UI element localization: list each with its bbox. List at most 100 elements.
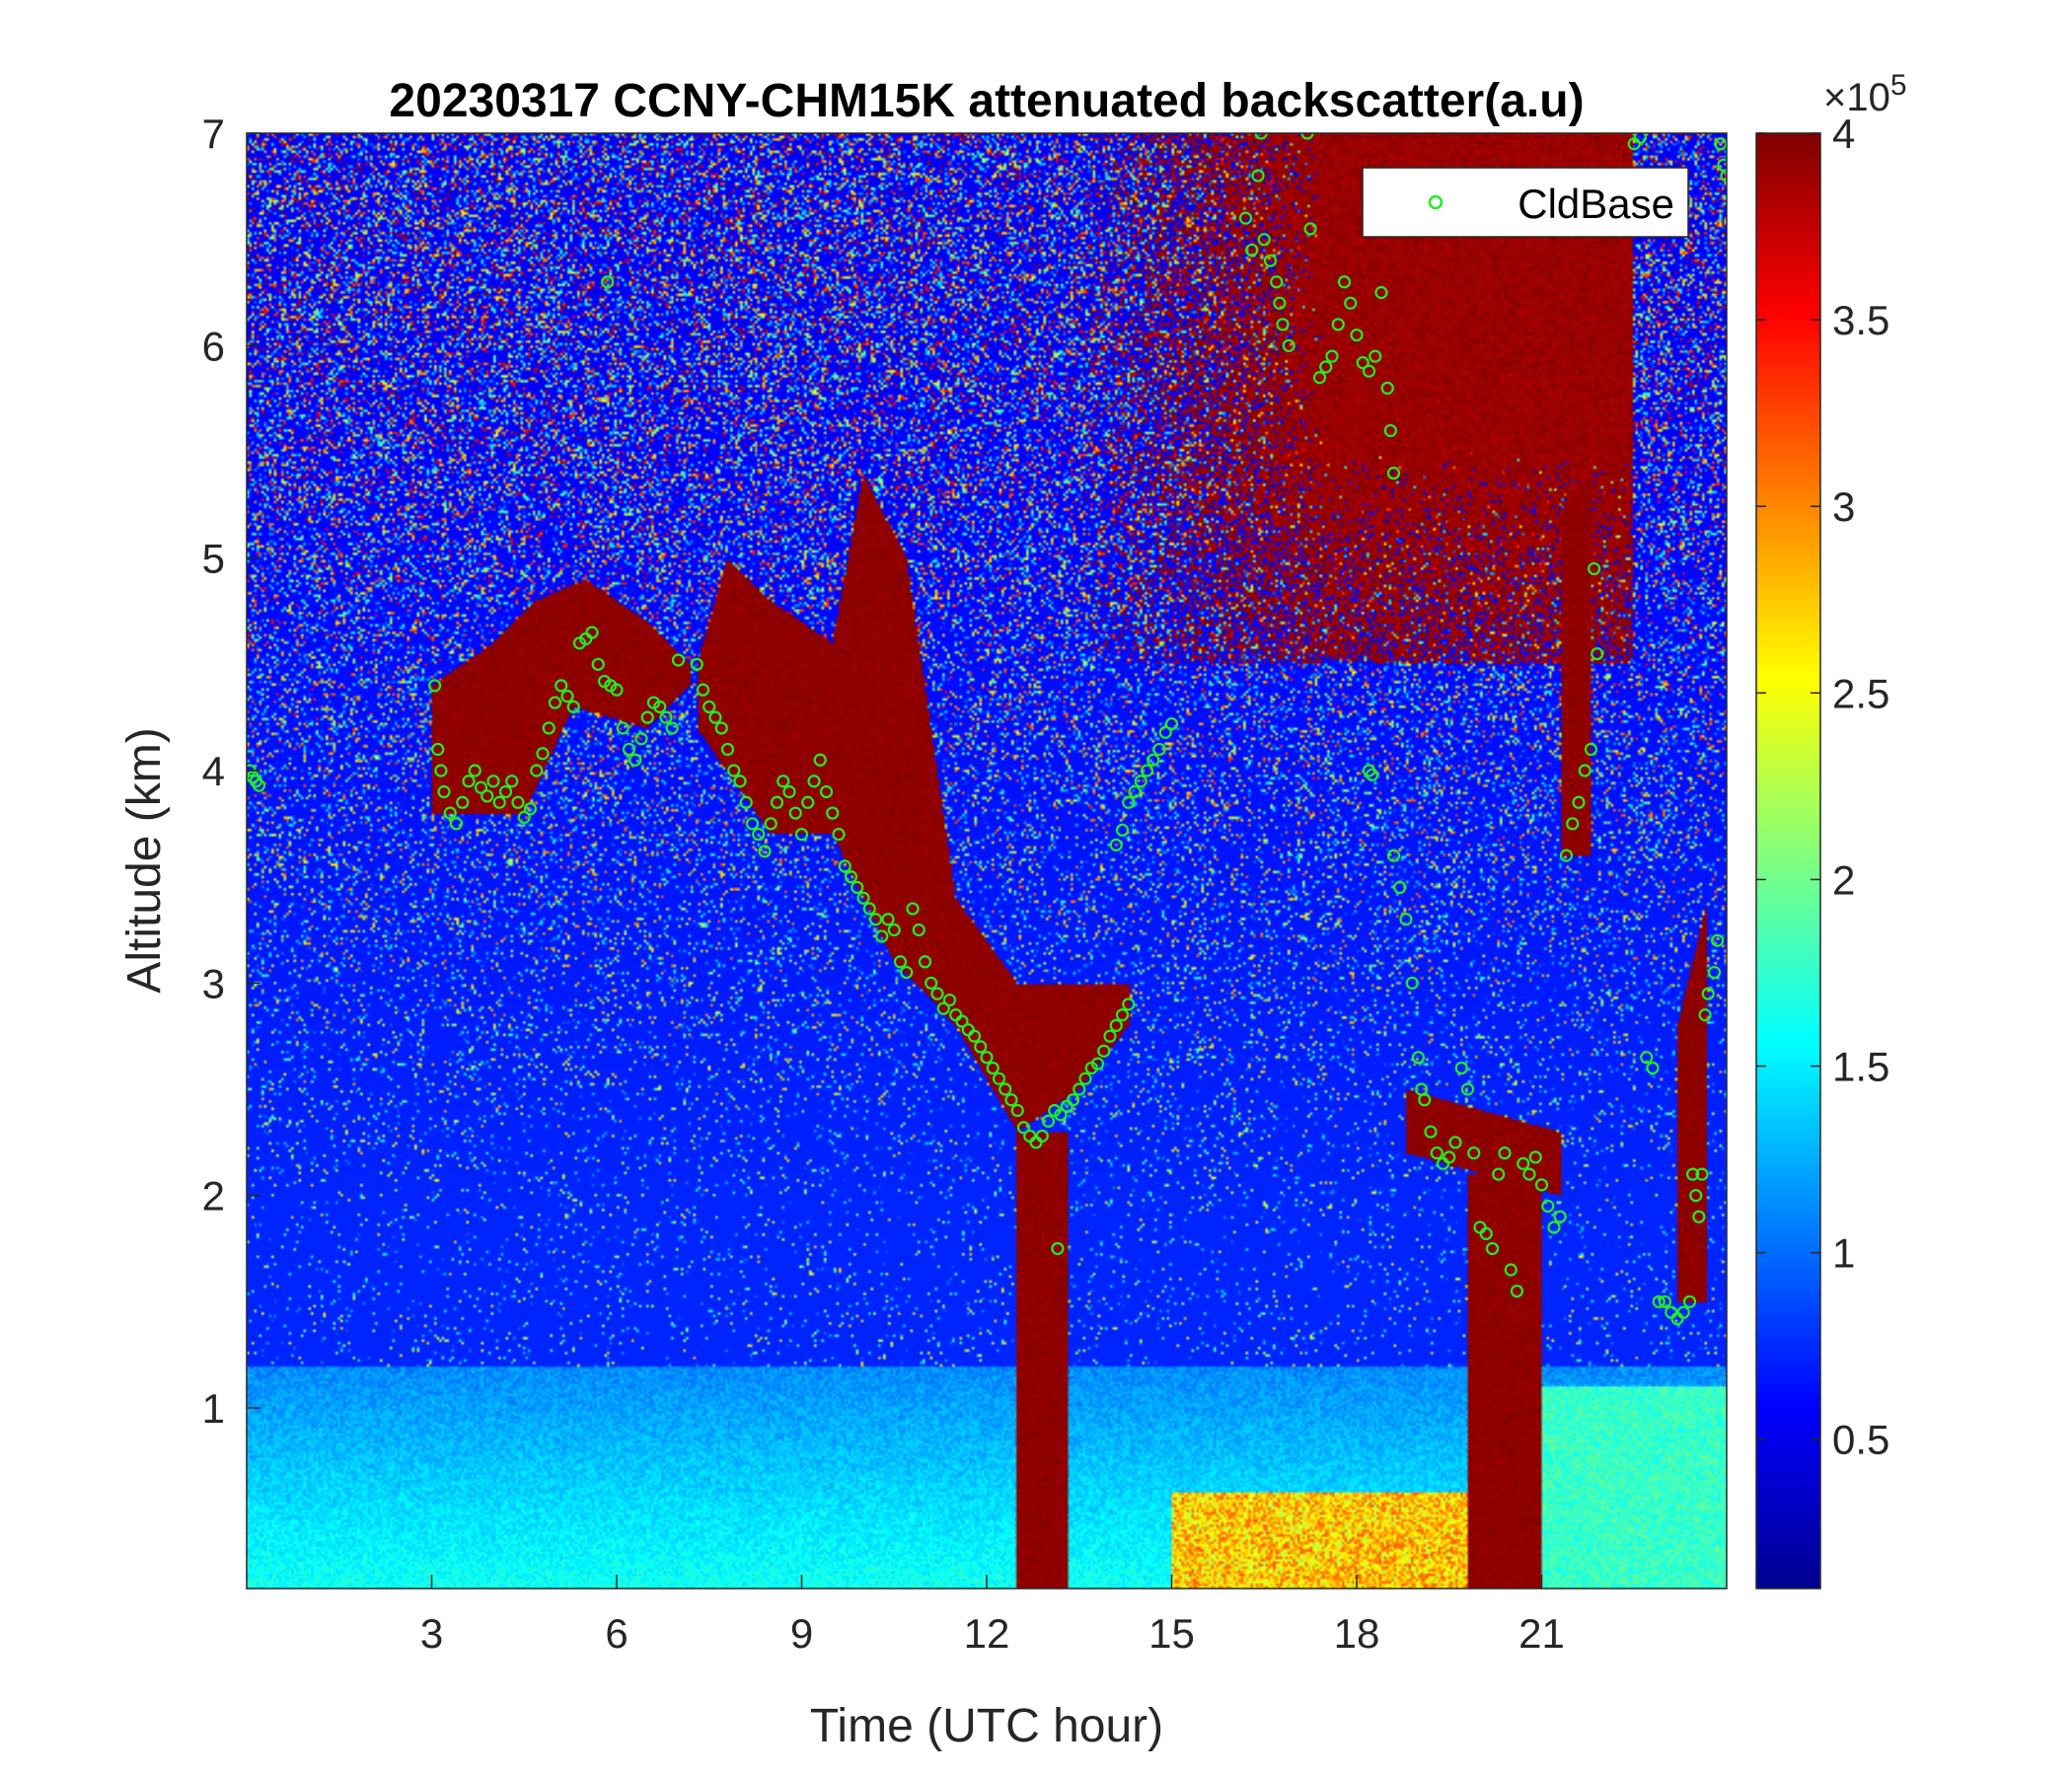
- cldbase-point: [591, 657, 605, 671]
- cldbase-point: [1090, 1057, 1105, 1071]
- cldbase-point: [474, 780, 488, 794]
- cldbase-point: [942, 993, 957, 1007]
- cldbase-point: [906, 902, 920, 916]
- cldbase-point: [1559, 849, 1574, 862]
- cldbase-point: [1115, 1008, 1130, 1022]
- cldbase-point: [1405, 976, 1419, 990]
- cldbase-point: [696, 683, 710, 697]
- cldbase-point: [653, 700, 667, 713]
- cldbase-point: [492, 795, 506, 809]
- x-tick-label: 3: [420, 1610, 443, 1657]
- cldbase-point: [1676, 1305, 1690, 1319]
- cldbase-point: [434, 764, 448, 777]
- colorbar-exponent-power: 5: [1890, 69, 1907, 102]
- cldbase-point: [690, 657, 703, 671]
- cldbase-point: [1658, 1295, 1672, 1308]
- cldbase-point: [566, 700, 580, 713]
- cldbase-point: [1682, 1295, 1697, 1308]
- cldbase-point: [1689, 1189, 1703, 1203]
- colorbar-tick-label: 3: [1832, 483, 1855, 530]
- cldbase-point: [252, 778, 266, 792]
- cldbase-point: [640, 710, 654, 724]
- legend-marker: [1428, 194, 1443, 210]
- cldbase-point: [745, 817, 760, 831]
- cldbase-point: [881, 913, 895, 926]
- cldbase-point: [542, 721, 555, 735]
- y-tick-label: 4: [202, 748, 225, 794]
- cldbase-point: [1122, 795, 1136, 809]
- colorbar-tick-label: 2.5: [1832, 670, 1889, 716]
- cldbase-point: [431, 742, 445, 757]
- cldbase-point: [437, 784, 451, 799]
- cldbase-point: [1010, 1103, 1024, 1118]
- cldbase-point: [801, 795, 815, 809]
- x-tick-label: 12: [964, 1610, 1010, 1657]
- cldbase-point: [974, 1040, 988, 1054]
- cldbase-point: [1128, 784, 1142, 799]
- cldbase-point: [925, 976, 938, 990]
- cldbase-point: [1547, 1221, 1561, 1234]
- cldbase-point: [1140, 764, 1154, 777]
- cldbase-point: [1362, 364, 1376, 378]
- cldbase-point: [992, 1072, 1006, 1085]
- cldbase-point: [930, 987, 944, 1000]
- cldbase-point: [634, 732, 648, 746]
- cldbase-point: [739, 795, 753, 809]
- cldbase-point: [1164, 717, 1179, 731]
- cldbase-point: [665, 721, 679, 735]
- cldbase-point: [1097, 1044, 1111, 1058]
- cldbase-point: [1510, 1284, 1524, 1298]
- cldbase-point: [548, 696, 562, 709]
- cldbase-point: [449, 817, 464, 831]
- cldbase-point: [1572, 795, 1586, 809]
- cldbase-point: [788, 806, 802, 820]
- cldbase-point: [462, 775, 476, 788]
- cldbase-point: [1522, 1167, 1536, 1181]
- cldbase-point: [813, 753, 827, 767]
- cldbase-point: [838, 859, 851, 873]
- cldbase-point: [955, 1014, 969, 1028]
- cldbase-point: [1303, 222, 1317, 236]
- x-axis-label: Time (UTC hour): [810, 1700, 1163, 1752]
- cldbase-point: [807, 775, 821, 788]
- cldbase-point: [1411, 1051, 1426, 1065]
- cldbase-point: [428, 679, 442, 693]
- cldbase-point: [1073, 1082, 1086, 1096]
- cldbase-point: [659, 710, 673, 724]
- cldbase-point: [585, 626, 599, 639]
- cldbase-point: [703, 700, 716, 713]
- cldbase-point: [1479, 1226, 1493, 1241]
- cldbase-point: [1711, 933, 1725, 947]
- y-axis: 1 2 3 4 5 6 7: [202, 111, 260, 1432]
- cldbase-point: [708, 710, 722, 724]
- cldbase-point: [1418, 1093, 1432, 1107]
- cldbase-point: [1504, 1263, 1517, 1277]
- cldbase-point: [1251, 169, 1265, 183]
- cldbase-point: [844, 870, 858, 884]
- y-tick-label: 2: [202, 1173, 225, 1220]
- cldbase-point: [1588, 561, 1601, 576]
- cldbase-point: [1238, 211, 1253, 225]
- cldbase-point: [511, 795, 525, 809]
- cldbase-point: [1578, 764, 1591, 777]
- y-tick-label: 7: [202, 111, 225, 157]
- cldbase-point: [1035, 1129, 1049, 1143]
- cldbase-point: [1692, 1210, 1706, 1223]
- cldbase-point: [1591, 646, 1604, 661]
- cldbase-point: [1686, 1167, 1700, 1181]
- cldbase-point: [936, 1001, 950, 1015]
- cldbase-point: [1566, 817, 1580, 831]
- cldbase-point: [530, 764, 544, 777]
- cldbase-point: [1245, 243, 1259, 258]
- cldbase-point: [1701, 987, 1715, 1000]
- cldbase-point: [1263, 254, 1278, 267]
- cldbase-point: [1443, 1150, 1456, 1164]
- cldbase-point: [1534, 1178, 1549, 1192]
- colorbar-exponent: ×105: [1823, 69, 1907, 119]
- cldbase-point: [918, 955, 932, 969]
- cldbase-point: [1386, 466, 1401, 481]
- cldbase-point: [1517, 1156, 1530, 1170]
- cldbase-point: [1454, 1061, 1468, 1075]
- cldbase-point: [887, 923, 901, 937]
- colorbar-tick-label: 2: [1832, 856, 1855, 903]
